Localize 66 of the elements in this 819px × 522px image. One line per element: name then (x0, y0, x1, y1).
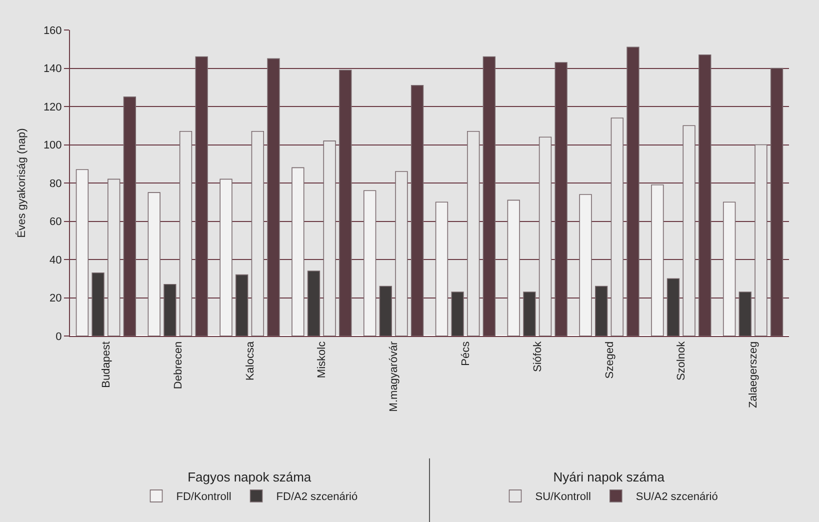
y-tick-label: 80 (50, 178, 62, 190)
x-tick-label: Pécs (460, 340, 472, 366)
y-tick-label: 120 (43, 101, 62, 114)
bar (722, 202, 736, 336)
bar (507, 200, 520, 336)
bar (738, 292, 752, 336)
text: Nyári napok száma (553, 469, 666, 484)
y-tick-label: 60 (50, 216, 62, 228)
bar (195, 56, 208, 336)
bar (451, 292, 464, 336)
bar (435, 202, 448, 336)
bar (595, 286, 608, 336)
bar (292, 167, 304, 336)
bar (651, 184, 664, 336)
bar (410, 85, 424, 336)
x-tick-label: Siófok (532, 340, 544, 372)
x-tick-label: Kalocsa (244, 340, 256, 381)
bar (164, 284, 176, 336)
bar (467, 130, 480, 336)
y-tick-label: 40 (50, 254, 62, 266)
bar (267, 58, 280, 336)
x-tick-label: Szolnok (676, 340, 688, 381)
text: Fagyos napok száma (188, 469, 312, 484)
bar (626, 46, 640, 336)
bar (363, 190, 376, 336)
y-axis-title: Éves gyakoriság (nap) (15, 128, 28, 238)
bar (770, 68, 784, 336)
y-tick-label: 20 (50, 292, 62, 305)
bar (554, 62, 568, 336)
bar (395, 171, 408, 336)
bar (666, 278, 680, 336)
bar (754, 144, 768, 336)
bar (482, 56, 496, 336)
legend-label: FD/Kontroll (176, 491, 232, 504)
bar (323, 140, 336, 336)
bar (123, 96, 136, 336)
bar (682, 125, 696, 336)
x-tick-label: Miskolc (316, 340, 328, 378)
y-tick-label: 160 (43, 24, 62, 37)
bar (523, 292, 536, 336)
legend-label: SU/Kontroll (535, 491, 591, 504)
x-tick-label: Szeged (604, 341, 616, 379)
legend-label: FD/A2 szcenárió (276, 491, 358, 504)
bar (92, 272, 104, 336)
y-tick-label: 140 (43, 63, 62, 76)
x-tick-label: Debrecen (172, 341, 184, 390)
x-tick-label: Budapest (100, 341, 113, 388)
bar (698, 54, 712, 336)
bar (538, 136, 552, 336)
bar (379, 286, 392, 336)
bar (108, 178, 120, 336)
bar (339, 70, 352, 336)
x-tick-label: M.magyaróvár (388, 341, 400, 412)
x-tick-label: Zalaegerszeg (748, 341, 760, 408)
bar (179, 130, 192, 336)
bar (610, 118, 624, 336)
bar (307, 270, 320, 336)
y-tick-label: 100 (43, 140, 62, 152)
bar (236, 274, 248, 336)
bar (579, 194, 592, 336)
legend-label: SU/A2 szcenárió (636, 491, 718, 504)
bar (220, 178, 232, 336)
y-tick-label: 0 (56, 330, 62, 343)
bar (76, 169, 89, 336)
bar (148, 192, 160, 336)
bar (251, 130, 264, 336)
